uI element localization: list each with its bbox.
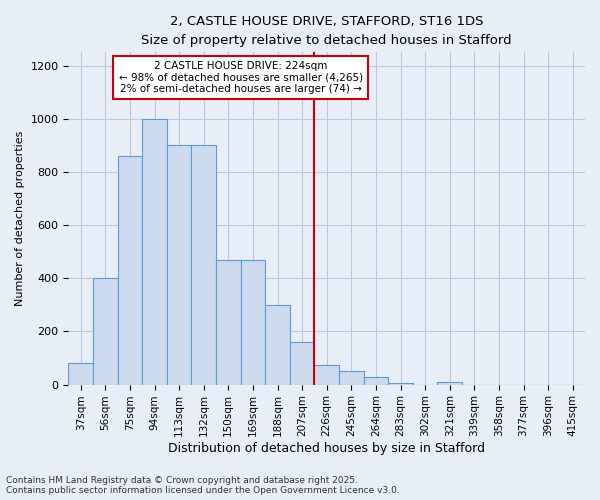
Bar [142, 119, 167, 384]
Bar [241, 260, 265, 384]
Bar [290, 342, 314, 384]
Y-axis label: Number of detached properties: Number of detached properties [15, 131, 25, 306]
Bar [437, 382, 462, 384]
X-axis label: Distribution of detached houses by size in Stafford: Distribution of detached houses by size … [168, 442, 485, 455]
Title: 2, CASTLE HOUSE DRIVE, STAFFORD, ST16 1DS
Size of property relative to detached : 2, CASTLE HOUSE DRIVE, STAFFORD, ST16 1D… [142, 15, 512, 47]
Text: Contains HM Land Registry data © Crown copyright and database right 2025.
Contai: Contains HM Land Registry data © Crown c… [6, 476, 400, 495]
Bar [68, 364, 93, 384]
Bar [216, 260, 241, 384]
Bar [339, 372, 364, 384]
Bar [118, 156, 142, 384]
Bar [314, 364, 339, 384]
Bar [167, 146, 191, 384]
Bar [265, 305, 290, 384]
Text: 2 CASTLE HOUSE DRIVE: 224sqm
← 98% of detached houses are smaller (4,265)
2% of : 2 CASTLE HOUSE DRIVE: 224sqm ← 98% of de… [119, 61, 362, 94]
Bar [364, 376, 388, 384]
Bar [93, 278, 118, 384]
Bar [191, 146, 216, 384]
